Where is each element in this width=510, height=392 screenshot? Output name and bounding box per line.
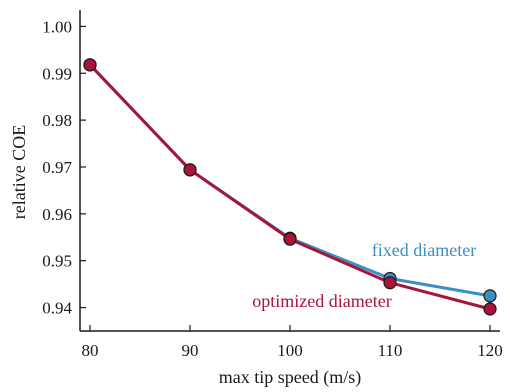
y-tick-label: 0.98 bbox=[42, 111, 72, 130]
y-tick-label: 0.99 bbox=[42, 64, 72, 83]
data-point-optimized-diameter bbox=[83, 58, 97, 72]
x-axis-title: max tip speed (m/s) bbox=[219, 367, 361, 388]
y-tick-label: 0.95 bbox=[42, 252, 72, 271]
x-tick-label: 80 bbox=[82, 341, 99, 360]
y-tick-label: 0.96 bbox=[42, 205, 72, 224]
data-point-fixed-diameter bbox=[483, 289, 497, 303]
series-line-optimized-diameter bbox=[88, 63, 491, 311]
x-tick-label: 90 bbox=[182, 341, 199, 360]
series-label-fixed-diameter: fixed diameter bbox=[372, 240, 476, 260]
data-point-optimized-diameter bbox=[183, 163, 197, 177]
y-tick-label: 0.94 bbox=[42, 299, 72, 318]
data-point-optimized-diameter bbox=[483, 302, 497, 316]
x-tick-label: 120 bbox=[477, 341, 503, 360]
y-tick-label: 0.97 bbox=[42, 158, 72, 177]
x-tick-label: 100 bbox=[277, 341, 303, 360]
series-lines bbox=[88, 63, 491, 311]
data-point-optimized-diameter bbox=[383, 276, 397, 290]
y-axis-title: relative COE bbox=[9, 125, 29, 219]
axes: 80 90 100 110 120 0.94 0.95 0.96 0.97 0.98 0.99 1.0… bbox=[42, 10, 503, 360]
series-label-optimized-diameter: optimized diameter bbox=[252, 291, 391, 311]
data-point-optimized-diameter bbox=[283, 232, 297, 246]
series-line-fixed-diameter bbox=[88, 63, 491, 298]
x-tick-label: 110 bbox=[378, 341, 403, 360]
y-tick-label: 1.00 bbox=[42, 17, 72, 36]
series-points bbox=[83, 58, 497, 316]
